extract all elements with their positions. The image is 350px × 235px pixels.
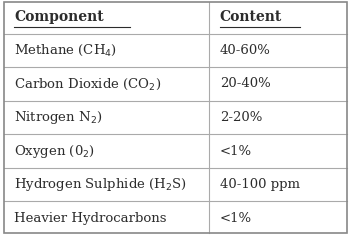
Text: Carbon Dioxide (CO$_2$): Carbon Dioxide (CO$_2$)	[14, 76, 161, 91]
Text: 40-60%: 40-60%	[220, 44, 271, 57]
Text: Oxygen (0$_2$): Oxygen (0$_2$)	[14, 143, 95, 160]
Text: <1%: <1%	[220, 212, 252, 225]
Text: 20-40%: 20-40%	[220, 77, 271, 90]
Text: Methane (CH$_4$): Methane (CH$_4$)	[14, 43, 117, 58]
Text: Heavier Hydrocarbons: Heavier Hydrocarbons	[14, 212, 167, 225]
Text: 2-20%: 2-20%	[220, 111, 262, 124]
Text: Nitrogen N$_2$): Nitrogen N$_2$)	[14, 109, 103, 126]
Text: 40-100 ppm: 40-100 ppm	[220, 178, 300, 191]
Text: Component: Component	[14, 10, 104, 24]
Text: Content: Content	[220, 10, 282, 24]
Text: Hydrogen Sulphide (H$_2$S): Hydrogen Sulphide (H$_2$S)	[14, 176, 187, 193]
Text: <1%: <1%	[220, 145, 252, 158]
